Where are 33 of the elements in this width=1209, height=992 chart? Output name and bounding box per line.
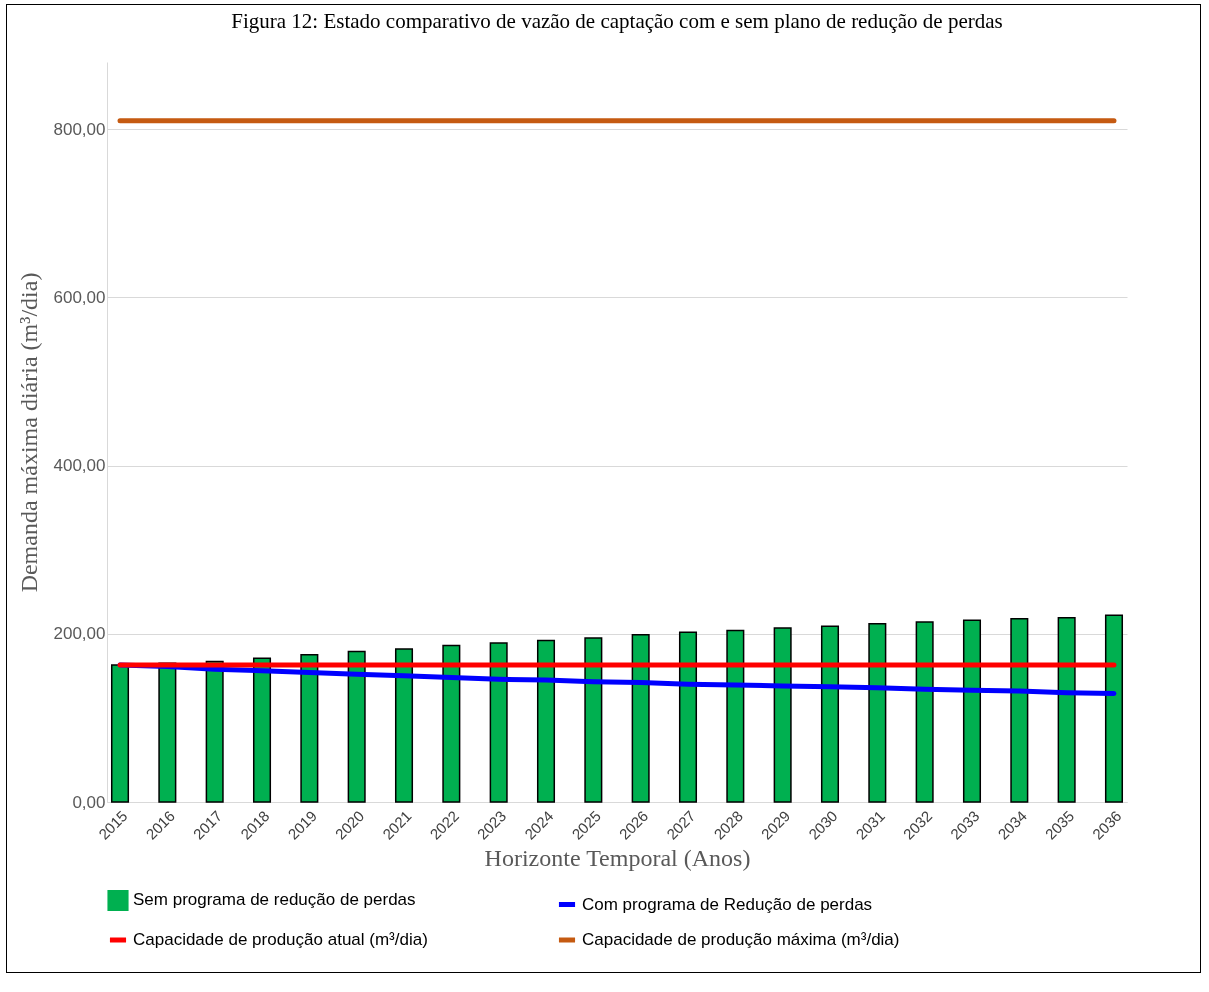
bar	[678, 631, 698, 803]
y-tick-label: 600,00	[53, 287, 106, 307]
bar	[1057, 617, 1076, 803]
legend-label: Capacidade de produção máxima (m³/dia)	[582, 930, 900, 949]
bar	[1010, 617, 1029, 803]
bar	[584, 637, 603, 803]
bar	[820, 625, 840, 803]
bar	[868, 622, 887, 803]
bar	[300, 654, 319, 803]
bar	[962, 619, 982, 803]
bar	[252, 657, 272, 803]
bar	[915, 621, 934, 803]
legend-label: Capacidade de produção atual (m³/dia)	[133, 930, 428, 949]
bar	[631, 633, 650, 803]
x-axis-title: Horizonte Temporal (Anos)	[484, 844, 751, 871]
y-tick-label: 200,00	[53, 624, 106, 644]
bar	[442, 644, 461, 803]
bar	[489, 642, 508, 803]
bar	[347, 650, 366, 803]
bar	[205, 660, 224, 803]
legend-label: Sem programa de redução de perdas	[133, 890, 416, 910]
bar	[394, 648, 414, 803]
y-axis-title: Demanda máxima diária (m³/dia)	[15, 272, 42, 593]
y-tick-label: 400,00	[53, 456, 106, 476]
legend-label: Com programa de Redução de perdas	[582, 894, 873, 914]
bar	[536, 639, 556, 803]
bar	[110, 664, 130, 803]
y-tick-label: 0,00	[72, 792, 106, 812]
chart-title: Figura 12: Estado comparativo de vazão de captação com e sem plano de redução de perdas	[231, 9, 1003, 33]
y-tick-label: 800,00	[53, 119, 106, 139]
bar	[1104, 614, 1124, 803]
bar	[773, 627, 792, 803]
bar	[726, 629, 745, 803]
